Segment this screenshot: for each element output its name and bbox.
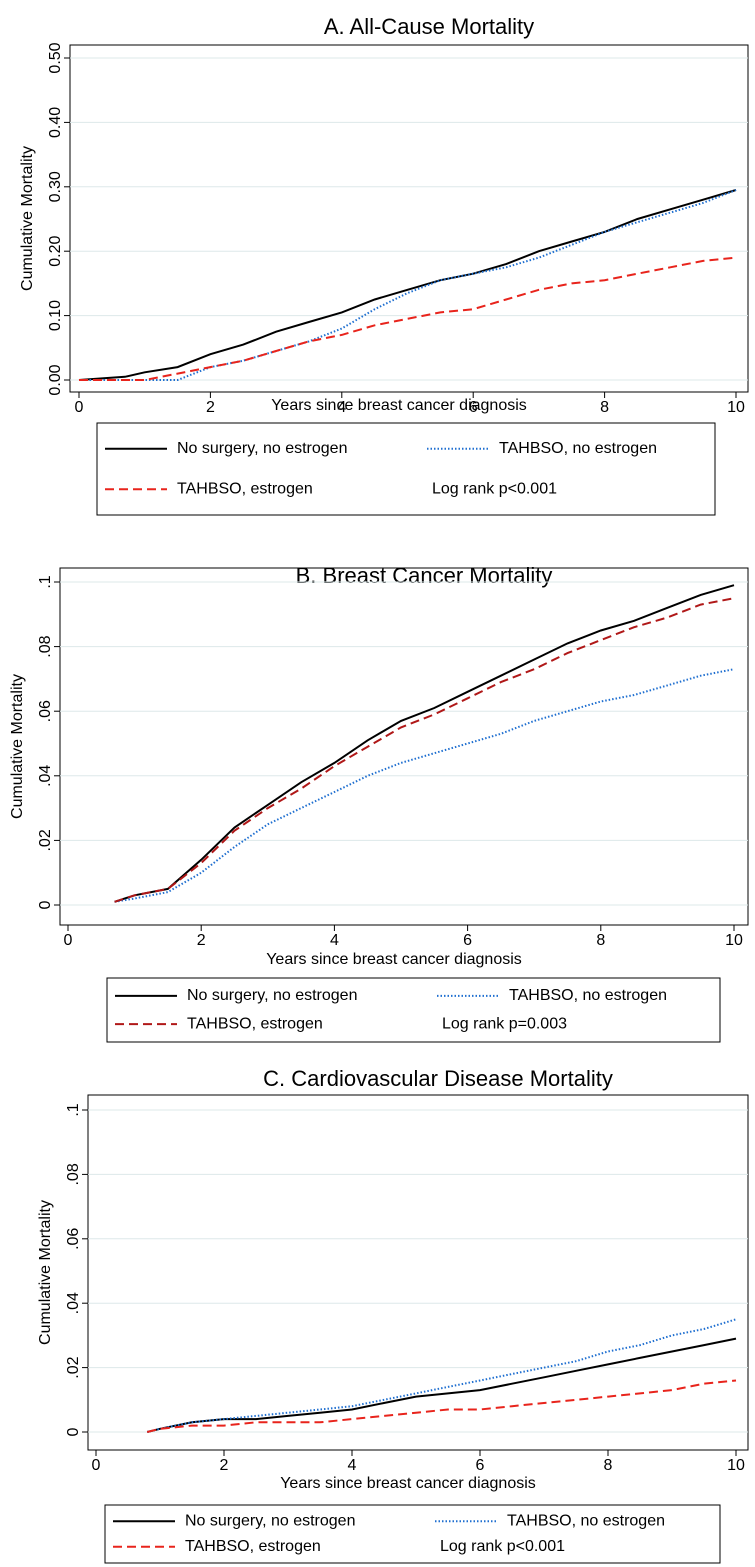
x-tick-label: 2 <box>206 399 215 416</box>
legend-label: TAHBSO, no estrogen <box>499 440 657 457</box>
legend-box <box>96 422 716 516</box>
x-tick-label: 2 <box>220 1457 229 1474</box>
plot-area <box>87 1094 749 1451</box>
y-tick-label: 0 <box>65 1427 82 1436</box>
legend-label: TAHBSO, no estrogen <box>509 987 667 1004</box>
y-axis-label: Cumulative Mortality <box>9 674 26 819</box>
y-tick-label: .06 <box>37 700 54 722</box>
y-axis-label: Cumulative Mortality <box>19 146 36 291</box>
x-tick-label: 4 <box>330 932 339 949</box>
y-tick-label: .08 <box>65 1163 82 1185</box>
x-axis-label: Years since breast cancer diagnosis <box>271 397 527 414</box>
y-tick-label: .1 <box>65 1103 82 1116</box>
legend-label: TAHBSO, no estrogen <box>507 1512 665 1529</box>
y-tick-label: .02 <box>37 829 54 851</box>
chart-title: C. Cardiovascular Disease Mortality <box>263 1066 613 1091</box>
annotation: Log rank p<0.001 <box>432 480 557 497</box>
x-tick-label: 10 <box>727 1457 745 1474</box>
y-tick-label: 0.20 <box>47 236 64 267</box>
series-line <box>114 584 735 903</box>
x-tick-label: 8 <box>600 399 609 416</box>
chart-title: A. All-Cause Mortality <box>324 14 534 39</box>
y-tick-label: 0.50 <box>47 42 64 73</box>
legend-box <box>106 977 721 1043</box>
x-tick-label: 6 <box>476 1457 485 1474</box>
y-tick-label: 0.00 <box>47 364 64 395</box>
x-tick-label: 4 <box>348 1457 357 1474</box>
y-tick-label: .04 <box>65 1292 82 1314</box>
series-line <box>78 189 737 381</box>
y-tick-label: .08 <box>37 635 54 657</box>
y-tick-label: 0.40 <box>47 107 64 138</box>
x-tick-label: 2 <box>197 932 206 949</box>
x-tick-label: 6 <box>469 399 478 416</box>
x-tick-label: 10 <box>727 399 745 416</box>
x-tick-label: 4 <box>337 399 346 416</box>
y-tick-label: 0.30 <box>47 171 64 202</box>
annotation: Log rank p=0.003 <box>442 1015 567 1032</box>
series-line <box>146 1337 737 1433</box>
legend-box <box>104 1504 721 1564</box>
x-tick-label: 6 <box>463 932 472 949</box>
legend-label: No surgery, no estrogen <box>185 1512 355 1529</box>
legend-label: TAHBSO, estrogen <box>177 480 313 497</box>
y-tick-label: .04 <box>37 765 54 787</box>
annotation: Log rank p<0.001 <box>440 1538 565 1555</box>
legend-label: No surgery, no estrogen <box>177 440 347 457</box>
y-tick-label: .02 <box>65 1356 82 1378</box>
series-line <box>146 1318 737 1433</box>
plot-area <box>59 567 749 926</box>
y-tick-label: .06 <box>65 1228 82 1250</box>
series-line <box>146 1379 737 1433</box>
chart-title: B. Breast Cancer Mortality <box>296 563 553 588</box>
x-tick-label: 0 <box>64 932 73 949</box>
y-axis-label: Cumulative Mortality <box>37 1200 54 1345</box>
x-tick-label: 0 <box>75 399 84 416</box>
x-tick-label: 0 <box>92 1457 101 1474</box>
x-tick-label: 8 <box>596 932 605 949</box>
y-tick-label: 0 <box>37 900 54 909</box>
y-tick-label: .1 <box>37 575 54 588</box>
x-tick-label: 8 <box>604 1457 613 1474</box>
legend-label: No surgery, no estrogen <box>187 987 357 1004</box>
legend-label: TAHBSO, estrogen <box>185 1538 321 1555</box>
x-axis-label: Years since breast cancer diagnosis <box>280 1475 536 1492</box>
legend-label: TAHBSO, estrogen <box>187 1015 323 1032</box>
plot-area <box>69 44 749 393</box>
x-axis-label: Years since breast cancer diagnosis <box>266 951 522 968</box>
x-tick-label: 10 <box>725 932 743 949</box>
y-tick-label: 0.10 <box>47 300 64 331</box>
series-line <box>114 597 735 903</box>
